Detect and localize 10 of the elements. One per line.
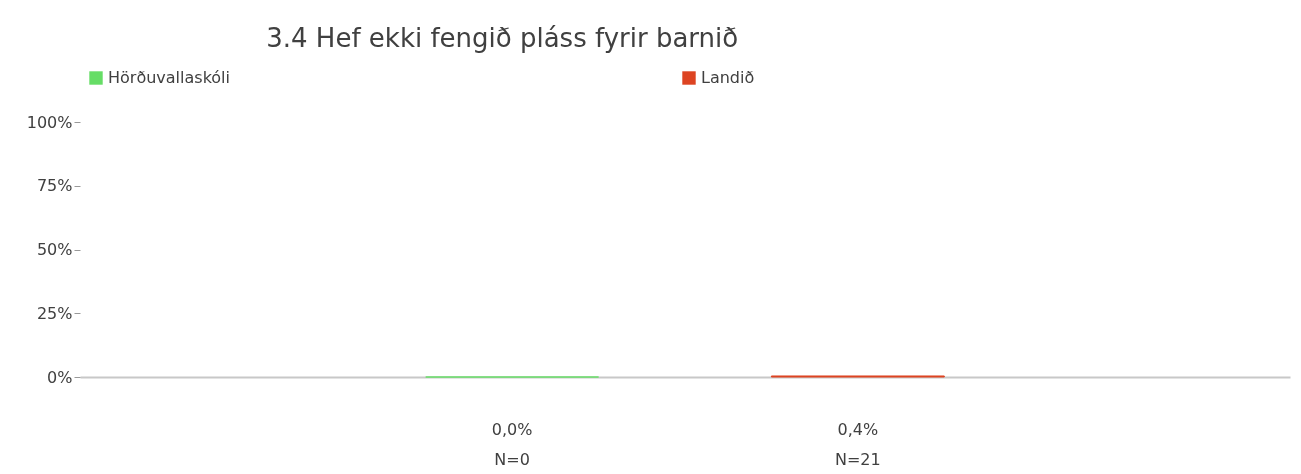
y-tick-label: 50%	[36, 240, 73, 259]
data-label: 0,0% N=0	[491, 420, 533, 469]
data-label: 0,4% N=21	[834, 420, 881, 469]
legend-label: Hörðuvallaskóli	[108, 68, 231, 87]
chart-title: 3.4 Hef ekki fengið pláss fyrir barnið	[266, 23, 739, 53]
y-tick-label: 0%	[47, 367, 73, 387]
y-tick-label: 100%	[26, 112, 73, 132]
y-tick-label: 25%	[36, 303, 73, 323]
y-tick-label: 75%	[36, 176, 73, 196]
legend-label: Landið	[701, 68, 755, 87]
